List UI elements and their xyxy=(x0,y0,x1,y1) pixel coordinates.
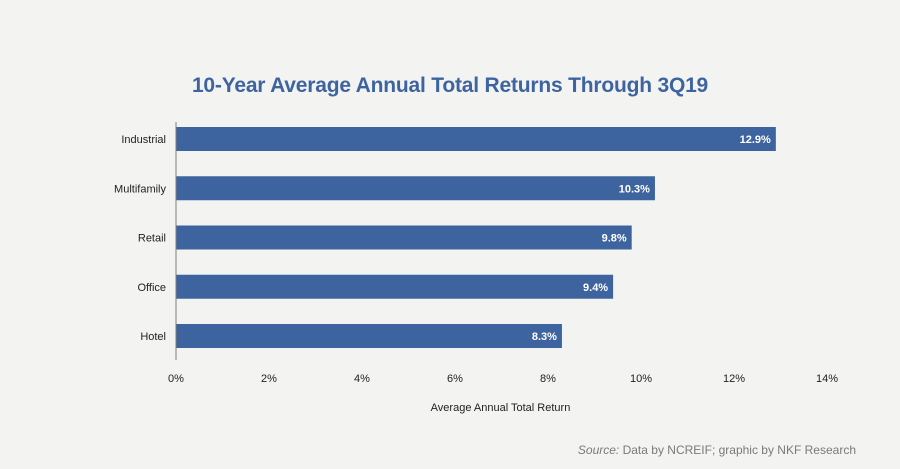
bar-retail xyxy=(176,225,632,250)
x-tick-label: 0% xyxy=(168,373,184,385)
data-label-hotel: 8.3% xyxy=(532,331,557,343)
source-label: Source: xyxy=(577,443,620,457)
data-label-multifamily: 10.3% xyxy=(619,183,650,195)
chart-title: 10-Year Average Annual Total Returns Thr… xyxy=(191,74,709,97)
x-axis-title: Average Annual Total Return xyxy=(431,402,571,414)
category-label-office: Office xyxy=(137,282,166,294)
x-tick-label: 2% xyxy=(261,373,277,385)
category-label-multifamily: Multifamily xyxy=(114,183,166,195)
bar-hotel xyxy=(176,324,562,348)
data-label-office: 9.4% xyxy=(583,282,608,294)
x-tick-label: 14% xyxy=(816,373,838,385)
x-tick-label: 8% xyxy=(540,373,556,385)
source-text: Data by NCREIF; graphic by NKF Research xyxy=(619,443,856,457)
category-label-hotel: Hotel xyxy=(140,331,166,343)
x-tick-label: 12% xyxy=(723,373,745,385)
data-label-retail: 9.8% xyxy=(602,233,627,245)
x-tick-label: 6% xyxy=(447,373,463,385)
bar-industrial xyxy=(176,127,776,151)
bar-multifamily xyxy=(176,176,655,201)
category-label-industrial: Industrial xyxy=(121,134,166,146)
data-label-industrial: 12.9% xyxy=(740,134,771,146)
bar-office xyxy=(176,274,614,299)
source-note: Source: Data by NCREIF; graphic by NKF R… xyxy=(578,443,856,457)
x-tick-label: 4% xyxy=(354,373,370,385)
x-tick-label: 10% xyxy=(630,373,652,385)
category-label-retail: Retail xyxy=(138,233,166,245)
